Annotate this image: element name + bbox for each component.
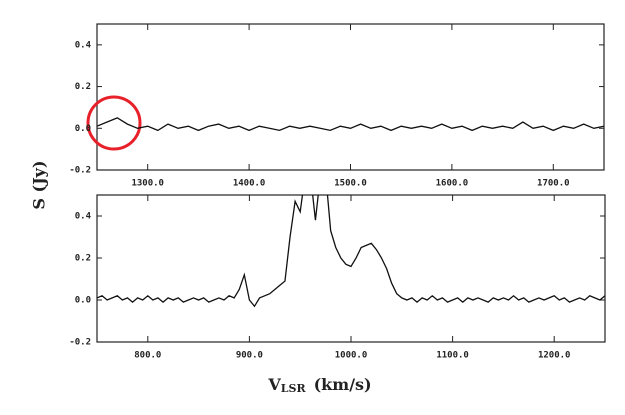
highlight-circle <box>86 95 142 151</box>
x-axis-label: VLSR (km/s) <box>267 375 371 396</box>
x-label-subscript: LSR <box>281 382 307 395</box>
x-tick-label: 900.0 <box>236 351 263 361</box>
y-tick-label: 0.2 <box>75 254 91 264</box>
plot-frame <box>96 23 605 171</box>
y-tick-label: 0.0 <box>75 124 91 134</box>
x-tick-label: 1200.0 <box>538 351 571 361</box>
x-tick-label: 1700.0 <box>537 179 570 189</box>
y-tick-label: -0.2 <box>69 338 91 348</box>
y-axis-label: S (Jy) <box>30 160 49 209</box>
x-label-unit: (km/s) <box>314 375 372 394</box>
plot-frame <box>96 194 606 343</box>
x-tick-label: 1400.0 <box>233 179 266 189</box>
x-label-symbol: V <box>267 375 281 394</box>
x-tick-label: 1500.0 <box>334 179 367 189</box>
y-tick-label: -0.2 <box>69 166 91 176</box>
y-tick-label: 0.0 <box>75 296 91 306</box>
spectrum-line <box>97 195 605 308</box>
y-tick-label: 0.2 <box>75 82 91 92</box>
x-tick-label: 1000.0 <box>335 351 368 361</box>
x-tick-label: 1100.0 <box>436 351 469 361</box>
spectrum-line <box>97 117 604 132</box>
x-tick-label: 1600.0 <box>436 179 469 189</box>
x-tick-label: 1300.0 <box>131 179 164 189</box>
y-tick-label: 0.4 <box>75 40 92 50</box>
x-tick-label: 800.0 <box>134 351 161 361</box>
y-tick-label: 0.4 <box>75 212 92 222</box>
